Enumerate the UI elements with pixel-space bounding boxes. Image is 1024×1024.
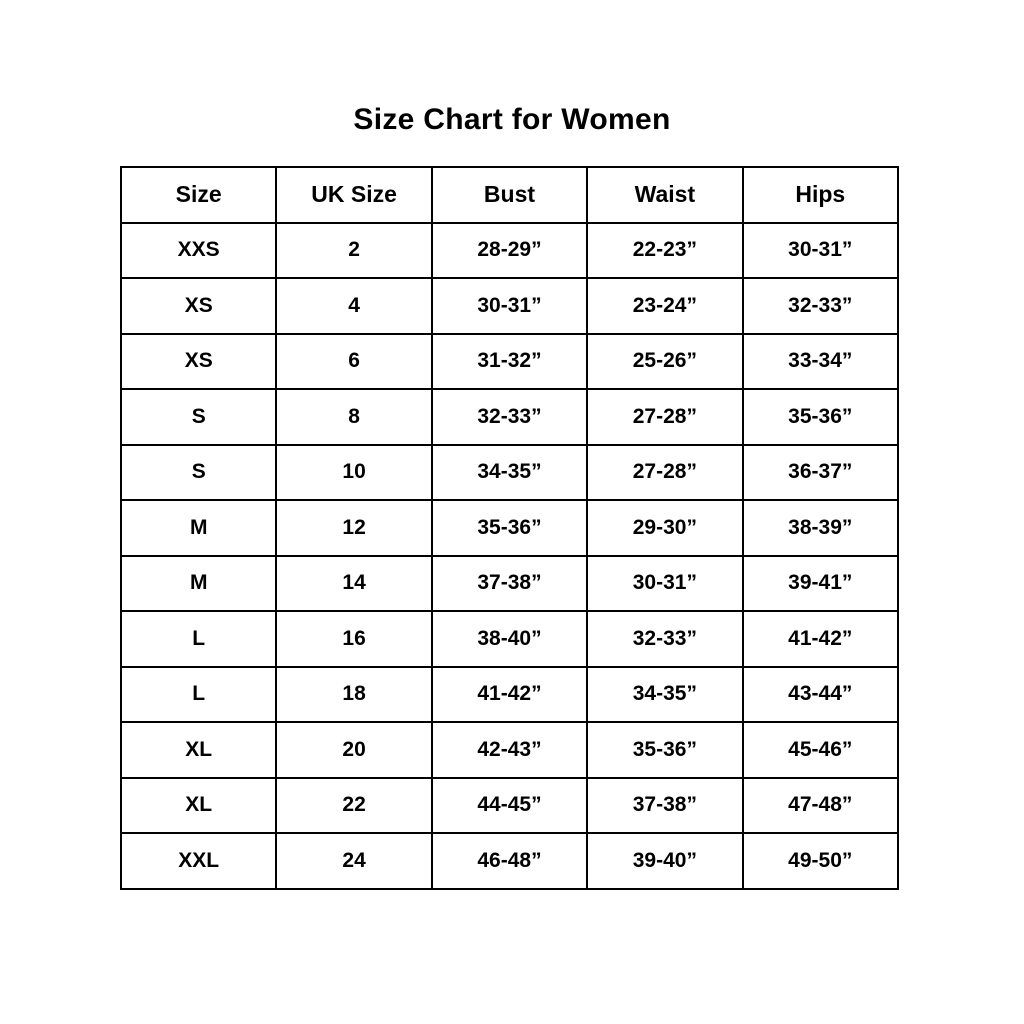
table-row: S 10 34-35” 27-28” 36-37” [119,443,900,501]
table-cell: 10 [275,443,433,501]
table-cell: M [119,554,278,612]
table-cell: 41-42” [430,665,589,723]
table-cell: L [119,665,278,723]
table-cell: XL [119,721,278,779]
table-cell: 41-42” [741,610,900,668]
table-cell: 20 [275,721,433,779]
table-cell: 45-46” [741,721,900,779]
table-cell: 2 [275,221,433,279]
table-cell: 49-50” [741,832,900,890]
table-cell: 35-36” [586,721,744,779]
table-cell: 39-41” [741,554,900,612]
table-cell: 31-32” [430,332,589,390]
table-row: L 16 38-40” 32-33” 41-42” [119,610,900,668]
table-cell: 22-23” [586,221,744,279]
table-header: Size UK Size Bust Waist Hips [119,166,900,224]
table-cell: 46-48” [430,832,589,890]
table-row: XL 22 44-45” 37-38” 47-48” [119,776,900,834]
page-title: Size Chart for Women [353,103,671,136]
table-cell: 33-34” [741,332,900,390]
table-cell: 32-33” [586,610,744,668]
table-header-row: Size UK Size Bust Waist Hips [119,166,900,224]
column-header-size: Size [119,166,278,224]
table-cell: 32-33” [741,277,900,335]
table-cell: 39-40” [586,832,744,890]
column-header-waist: Waist [586,166,744,224]
table-cell: 6 [275,332,433,390]
table-row: XXL 24 46-48” 39-40” 49-50” [119,832,900,890]
table-row: XXS 2 28-29” 22-23” 30-31” [119,221,900,279]
table-cell: 43-44” [741,665,900,723]
table-row: XS 4 30-31” 23-24” 32-33” [119,277,900,335]
table-cell: 25-26” [586,332,744,390]
table-cell: 12 [275,499,433,557]
table-row: L 18 41-42” 34-35” 43-44” [119,665,900,723]
table-cell: 18 [275,665,433,723]
table-cell: XL [119,776,278,834]
table-cell: 30-31” [586,554,744,612]
table-cell: 23-24” [586,277,744,335]
table-cell: XS [119,277,278,335]
table-row: M 14 37-38” 30-31” 39-41” [119,554,900,612]
table-cell: 36-37” [741,443,900,501]
table-cell: 32-33” [430,388,589,446]
table-cell: 42-43” [430,721,589,779]
table-cell: 44-45” [430,776,589,834]
table-row: XS 6 31-32” 25-26” 33-34” [119,332,900,390]
table-cell: 16 [275,610,433,668]
table-cell: L [119,610,278,668]
table-cell: 34-35” [430,443,589,501]
table-cell: XXL [119,832,278,890]
table-cell: 37-38” [430,554,589,612]
table-cell: 4 [275,277,433,335]
table-cell: 14 [275,554,433,612]
column-header-uk-size: UK Size [275,166,433,224]
table-cell: 24 [275,832,433,890]
table-cell: S [119,388,278,446]
table-cell: 30-31” [741,221,900,279]
table-row: XL 20 42-43” 35-36” 45-46” [119,721,900,779]
table-cell: 30-31” [430,277,589,335]
table-cell: 28-29” [430,221,589,279]
table-cell: 27-28” [586,443,744,501]
table-cell: 38-40” [430,610,589,668]
table-cell: S [119,443,278,501]
table-cell: 37-38” [586,776,744,834]
table-cell: 35-36” [741,388,900,446]
table-cell: 47-48” [741,776,900,834]
column-header-hips: Hips [741,166,900,224]
table-row: S 8 32-33” 27-28” 35-36” [119,388,900,446]
table-cell: XXS [119,221,278,279]
size-chart-body: XXS 2 28-29” 22-23” 30-31” XS 4 30-31” 23-24” 32-… [119,221,900,890]
table-cell: 22 [275,776,433,834]
table-cell: 38-39” [741,499,900,557]
table-cell: 27-28” [586,388,744,446]
table-cell: 8 [275,388,433,446]
column-header-bust: Bust [430,166,589,224]
table-cell: 29-30” [586,499,744,557]
table-cell: 34-35” [586,665,744,723]
size-chart-table: Size UK Size Bust Waist Hips XXS 2 28-29” 2… [119,166,900,890]
table-cell: XS [119,332,278,390]
table-cell: 35-36” [430,499,589,557]
table-cell: M [119,499,278,557]
table-row: M 12 35-36” 29-30” 38-39” [119,499,900,557]
